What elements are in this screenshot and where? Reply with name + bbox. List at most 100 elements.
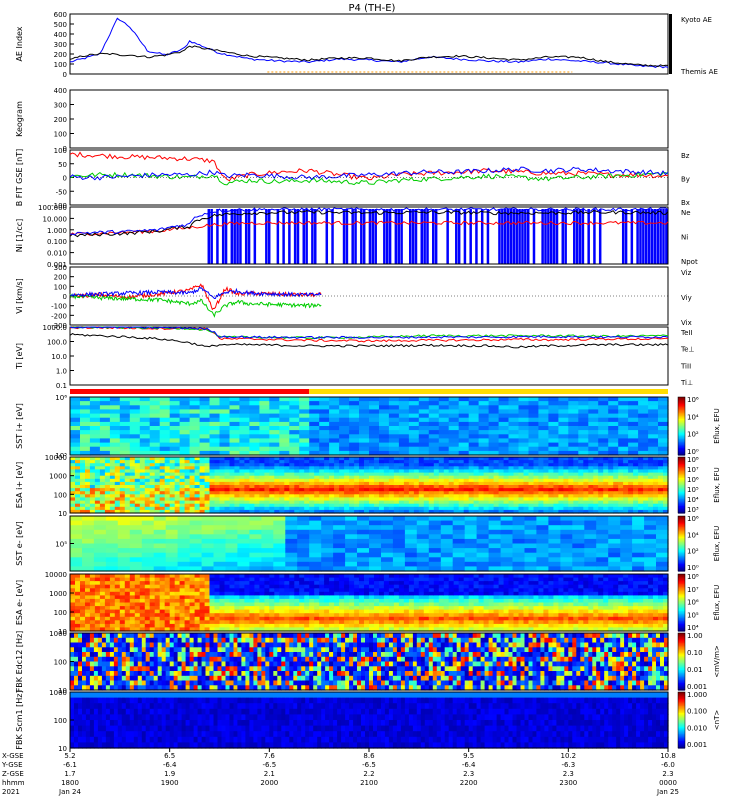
esa_ion-cell [194,463,201,467]
esa_ion-cell [334,472,340,477]
sst_ion-cell [438,430,450,435]
sst_elec-cell [153,520,167,526]
sst_elec-cell [201,561,215,567]
esa_elec-cell [224,588,231,593]
esa_ion-cell [508,491,515,495]
sst_ion-cell [568,438,579,444]
esa_ion-cell [588,478,594,483]
sst_ion-cell [249,438,260,444]
bfit-ytick-label: 0 [63,175,67,183]
esa_elec-cell [194,627,201,632]
esa_elec-cell [194,584,201,589]
sst_elec-cell [82,561,95,567]
esa_ion-cell [573,494,579,498]
esa_ion-cell [284,500,290,505]
sst_ion-cell [289,421,300,427]
sst_elec-cell [117,529,131,535]
sst_elec-cell [165,548,179,554]
esa_ion-cell [334,466,340,470]
esa_ion-cell [648,481,654,486]
sst_ion-cell [70,426,81,431]
esa_ion-cell [573,481,579,486]
esa_ion-cell [468,497,475,502]
esa_elec-cell [129,588,136,593]
sst_elec-cbar-cell [678,531,685,534]
sst_ion-cell [359,430,370,435]
esa_ion-cell [658,475,664,480]
sst_ion-cell [568,413,579,419]
esa_ion-cell [124,488,131,492]
sst_elec-cell [285,534,298,540]
esa_elec-cell [85,602,91,607]
esa_elec-cell [339,613,345,618]
sst_elec-cell [500,525,514,531]
density-npot-bar [446,209,449,264]
esa_ion-cell [149,506,156,511]
esa_elec-cell [194,598,201,604]
sst_ion-cell [109,409,121,415]
esa_elec-cell [109,581,116,586]
esa_ion-cell [234,491,240,495]
sst_ion-cell [169,450,181,456]
sst_ion-cell [179,409,191,415]
esa_ion-cell [114,469,121,474]
esa_ion-cell [453,497,460,502]
esa_ion-cell [413,485,420,489]
sst_elec-cell [620,525,633,531]
esa_elec-cell [314,577,320,582]
esa_elec-cell [219,627,226,632]
esa_elec-cell [369,620,375,625]
esa_ion-cell [324,506,330,511]
sst_ion-cell [129,430,141,435]
esa_ion-cbar-tick: 10⁸ [687,456,699,464]
esa_elec-cell [209,623,216,629]
sst_elec-cell [285,548,298,554]
esa_elec-cell [119,577,126,582]
esa_ion-cell [80,488,86,492]
esa_ion-cell [80,478,86,483]
sst_ion-cell [548,401,559,406]
esa_ion-cell [518,494,525,498]
density-npot-bar [636,209,639,264]
sst_ion-cbar-cell [678,415,685,418]
density-npot-bar [564,209,567,264]
sst_elec-cell [82,543,95,549]
esa_ion-cell [114,506,121,511]
sst_ion-cell [229,450,241,456]
esa_ion-cell [648,500,654,505]
sst_ion-cell [159,405,171,410]
sst_elec-cell [488,534,502,540]
sst_ion-cell [209,426,221,431]
sst_elec-cell [309,543,322,549]
esa_ion-cell [70,466,76,470]
sst_elec-cell [392,516,406,522]
esa_elec-cell [364,577,370,582]
density-npot-bar [265,209,268,264]
esa_elec-cell [369,609,375,614]
sst_elec-cell [93,538,107,545]
esa_ion-cell [538,469,544,474]
esa_elec-cell [294,598,300,604]
esa_elec-cell [294,623,300,629]
esa_ion-cell [473,500,480,505]
sst_ion-cell [89,413,101,419]
esa_elec-cell [149,574,156,579]
esa_ion-cell [284,475,290,480]
esa_ion-cell [204,457,211,461]
esa_ion-cell [633,475,639,480]
sst_elec-cell [440,525,454,531]
esa_ion-cell [264,460,270,464]
sst_elec-cell [213,548,227,554]
esa_elec-cell [329,581,335,586]
sst_ion-cell [109,434,121,439]
ae-series-0 [69,17,669,69]
esa_ion-cell [244,472,250,477]
sst_ion-cell [309,405,320,410]
esa_ion-cbar-tick: 10³ [687,506,699,514]
sst_elec-cell [656,561,669,567]
sst_ion-cell [518,421,530,427]
sst_elec-cell [369,525,382,531]
esa_elec-cell [164,616,171,621]
esa_ion-cell [553,506,559,511]
sst_ion-cell [428,442,440,448]
